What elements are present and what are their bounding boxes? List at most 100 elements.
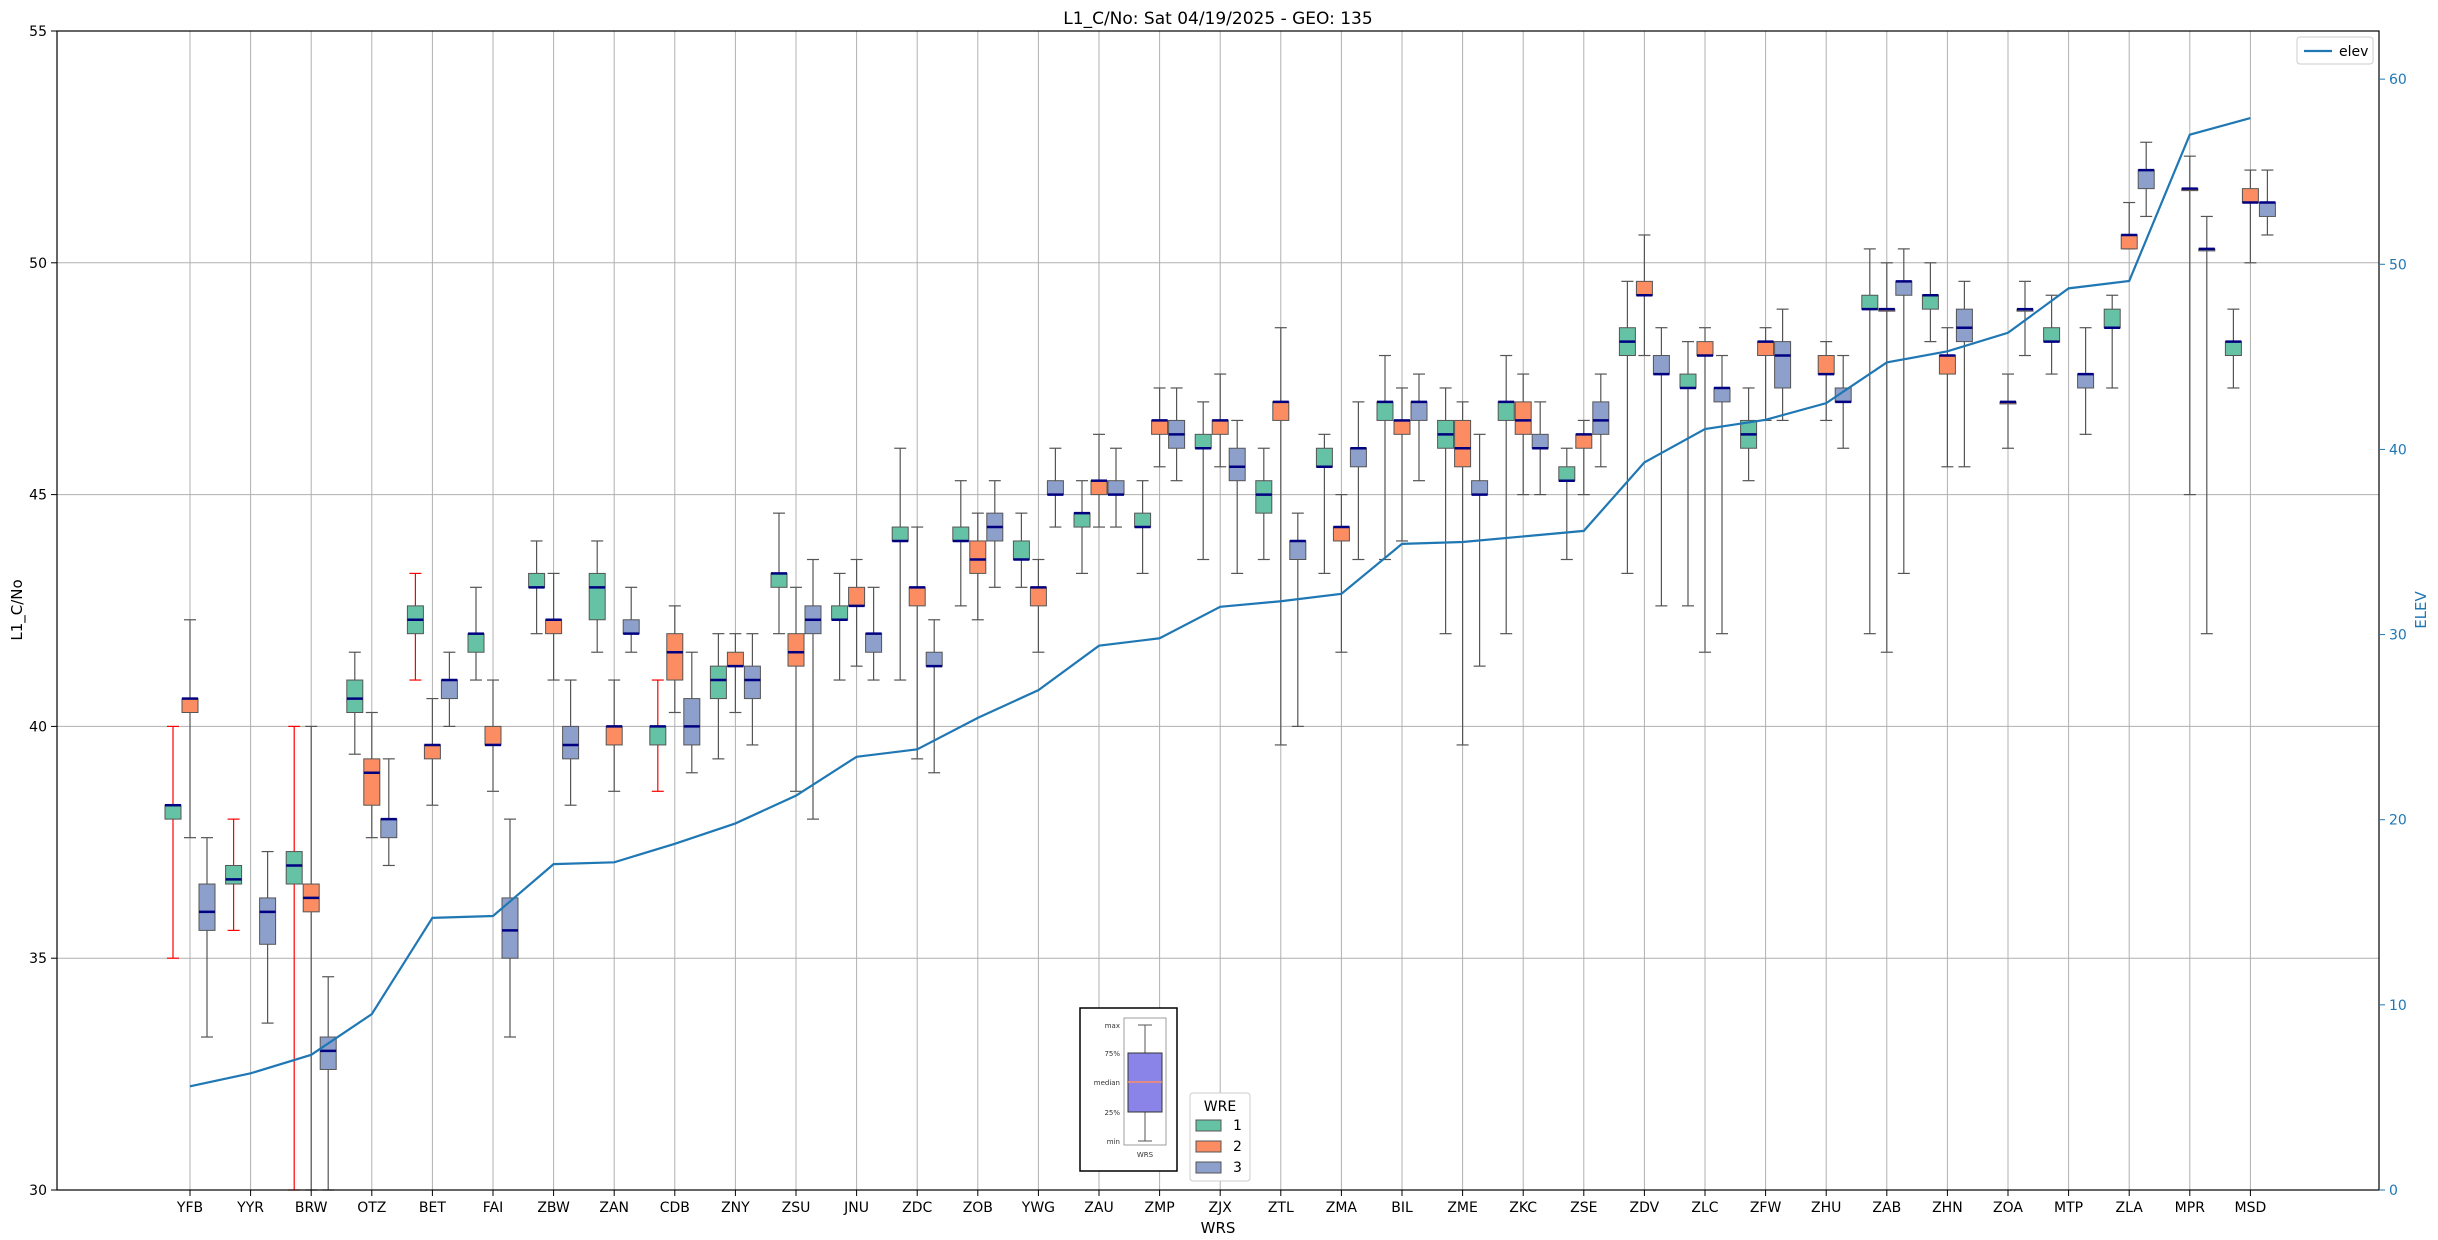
box-wre3-zla [2137,141,2155,218]
box-iqr [1652,355,1670,375]
box-wre3-zan [622,586,640,653]
box-iqr [952,526,970,542]
box-iqr [1194,433,1212,449]
x-tick-label-fai: FAI [483,1200,503,1216]
x-tick-label-zlc: ZLC [1691,1200,1718,1216]
box-iqr [164,804,182,820]
wre-legend: WRE 1 2 3 [1189,1092,1251,1182]
box-wre3-zbw [562,679,580,806]
y-right-tick-label: 0 [2389,1183,2398,1199]
box-iqr [1332,526,1350,542]
x-tick-label-zma: ZMA [1326,1200,1358,1216]
plot-frame [56,30,2380,1191]
box-wre3-zme [1471,433,1489,667]
box-iqr [528,572,546,588]
box-wre1-zhn [1921,262,1939,343]
box-wre1-yfb [164,725,182,959]
x-tick-label-zoa: ZOA [1993,1200,2023,1216]
box-iqr [1696,341,1714,357]
box-wre3-zau [1107,447,1125,528]
box-iqr [346,679,364,713]
box-iqr [770,572,788,588]
box-wre3-zdv [1652,327,1670,607]
x-tick-label-ztl: ZTL [1268,1200,1294,1216]
box-wre1-zan [588,540,606,653]
box-iqr [1454,419,1472,468]
box-wre2-ztl [1272,327,1290,746]
x-tick-label-zfw: ZFW [1750,1200,1782,1216]
wre-legend-label-1: 1 [1233,1118,1242,1134]
box-iqr [2137,169,2155,190]
box-wre2-zau [1090,433,1108,528]
box-iqr [605,725,623,746]
box-wre2-zse [1575,419,1593,496]
box-iqr [726,651,744,667]
box-wre1-zbw [528,540,546,635]
box-iqr [1107,480,1125,496]
elev-line-group [189,116,2251,1088]
box-iqr [1151,419,1169,435]
box-wre3-otz [380,758,398,867]
y-right-tick-label: 40 [2389,442,2407,458]
y-right-tick-label: 50 [2389,257,2407,273]
x-tick-label-zny: ZNY [721,1200,750,1216]
box-wre3-zjx [1228,419,1246,575]
box-wre3-zdc [925,619,943,774]
y-tick-label: 50 [29,256,47,272]
x-tick-label-zob: ZOB [963,1200,993,1216]
box-iqr [787,633,805,667]
box-wre3-ztl [1289,512,1307,728]
box-wre2-zme [1454,401,1472,746]
box-wre1-zdc [891,447,909,681]
box-wre1-zlc [1679,341,1697,607]
box-wre1-zny [709,633,727,760]
box-iqr [666,633,684,681]
box-iqr [2103,308,2121,329]
box-wre2-fai [484,679,502,792]
box-wre1-jnu [831,572,849,681]
elev-legend-label: elev [2339,44,2368,60]
box-wre2-cdb [666,605,684,714]
y-right-tick-label: 30 [2389,628,2407,644]
box-iqr [1895,280,1913,296]
box-wre2-zbw [545,572,563,681]
y-right-tick-label: 20 [2389,813,2407,829]
box-iqr [1289,540,1307,561]
y-right-tick-label: 60 [2389,72,2407,88]
box-iqr [440,679,458,700]
x-tick-label-zkc: ZKC [1509,1200,1537,1216]
x-tick-label-zhn: ZHN [1932,1200,1963,1216]
axes: 30 35 40 45 50 55 0 10 20 30 40 50 60 YFB YYR BRW OTZ BET… [29,24,2407,1216]
y-axis-label: L1_C/No [8,579,27,640]
box-wre2-zoa [1999,373,2017,449]
box-wre3-zny [743,633,761,746]
box-wre2-zmp [1151,387,1169,468]
box-iqr [1635,280,1653,296]
box-wre2-zob [969,512,987,621]
key-label: 25% [1104,1109,1120,1117]
box-iqr [1090,480,1108,496]
box-wre1-zma [1315,433,1333,575]
box-iqr [1046,480,1064,496]
box-iqr [380,818,398,839]
wre-legend-swatch-2 [1195,1140,1222,1153]
box-iqr [1757,341,1775,357]
box-iqr [683,698,701,746]
box-wre1-zab [1861,248,1879,635]
box-wre2-otz [363,711,381,839]
box-iqr [588,572,606,621]
box-wre1-ztl [1255,447,1273,561]
x-tick-label-zdv: ZDV [1630,1200,1660,1216]
box-wre3-zhn [1955,280,1973,468]
box-iqr [1211,419,1229,435]
x-tick-label-zsu: ZSU [782,1200,811,1216]
key-label: min [1107,1138,1120,1146]
box-wre2-zhn [1938,327,1956,468]
box-iqr [2224,341,2242,357]
key-label: 75% [1104,1050,1120,1058]
x-tick-label-zab: ZAB [1872,1200,1901,1216]
box-wre2-yfb [181,619,199,839]
box-iqr [1955,308,1973,343]
box-wre1-zfw [1740,387,1758,482]
box-wre2-zsu [787,586,805,792]
